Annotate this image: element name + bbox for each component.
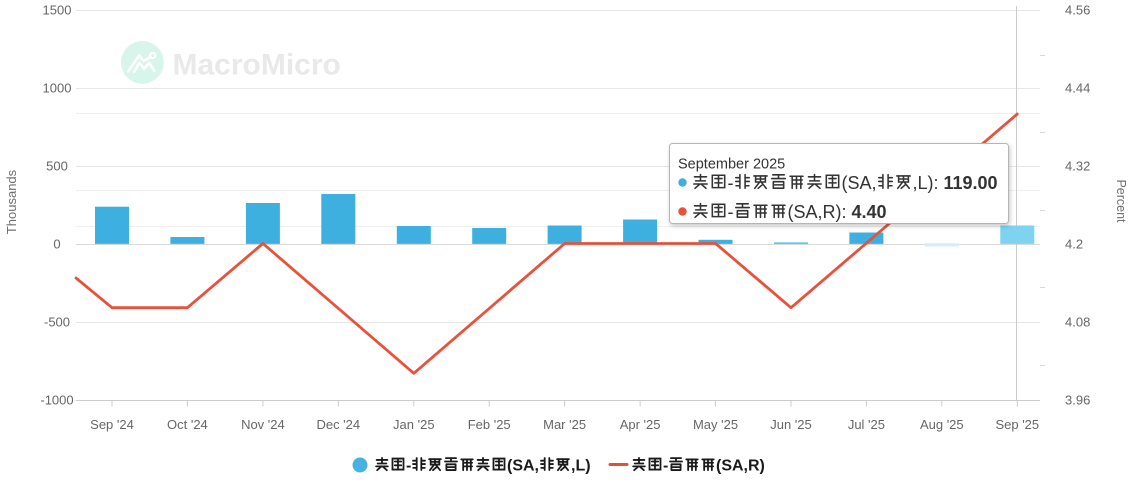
svg-text:4.2: 4.2 (1065, 237, 1083, 252)
svg-text:Thousands: Thousands (4, 169, 19, 234)
svg-text:(SA,: (SA, (507, 458, 539, 475)
svg-text:4.32: 4.32 (1065, 159, 1090, 174)
svg-text:Percent: Percent (1114, 179, 1128, 223)
svg-text:Aug '25: Aug '25 (920, 417, 964, 432)
svg-text:Dec '24: Dec '24 (316, 417, 360, 432)
svg-text:Sep '25: Sep '25 (995, 417, 1039, 432)
svg-text:-: - (406, 458, 411, 475)
svg-text:,L):: ,L): (913, 173, 939, 193)
svg-text:,L): ,L) (571, 458, 591, 475)
svg-text:September 2025: September 2025 (678, 157, 785, 173)
svg-text:3.96: 3.96 (1065, 393, 1090, 408)
svg-text:0: 0 (53, 237, 60, 252)
svg-text:4.40: 4.40 (852, 202, 887, 222)
svg-text:4.08: 4.08 (1065, 315, 1090, 330)
svg-text:Oct '24: Oct '24 (167, 417, 208, 432)
svg-text:-1000: -1000 (40, 393, 73, 408)
svg-text:Jun '25: Jun '25 (770, 417, 812, 432)
svg-text:(SA,R): (SA,R) (716, 458, 765, 475)
svg-text:May '25: May '25 (693, 417, 738, 432)
svg-text:-: - (728, 202, 734, 222)
svg-text:Apr '25: Apr '25 (620, 417, 661, 432)
svg-text:(SA,R):: (SA,R): (788, 202, 847, 222)
svg-text:119.00: 119.00 (944, 173, 998, 193)
svg-text:-500: -500 (44, 315, 70, 330)
svg-text:500: 500 (46, 159, 68, 174)
svg-text:Mar '25: Mar '25 (543, 417, 586, 432)
svg-text:Jul '25: Jul '25 (848, 417, 885, 432)
svg-text:Nov '24: Nov '24 (241, 417, 285, 432)
svg-text:1000: 1000 (43, 81, 72, 96)
svg-text:-: - (728, 173, 734, 193)
svg-text:Sep '24: Sep '24 (90, 417, 134, 432)
svg-text:Feb '25: Feb '25 (468, 417, 511, 432)
svg-text:4.44: 4.44 (1065, 81, 1090, 96)
svg-text:4.56: 4.56 (1065, 3, 1090, 18)
svg-text:Jan '25: Jan '25 (393, 417, 435, 432)
svg-text:MacroMicro: MacroMicro (173, 49, 341, 82)
svg-text:-: - (663, 458, 668, 475)
svg-text:1500: 1500 (43, 3, 72, 18)
svg-text:(SA,: (SA, (842, 173, 877, 193)
